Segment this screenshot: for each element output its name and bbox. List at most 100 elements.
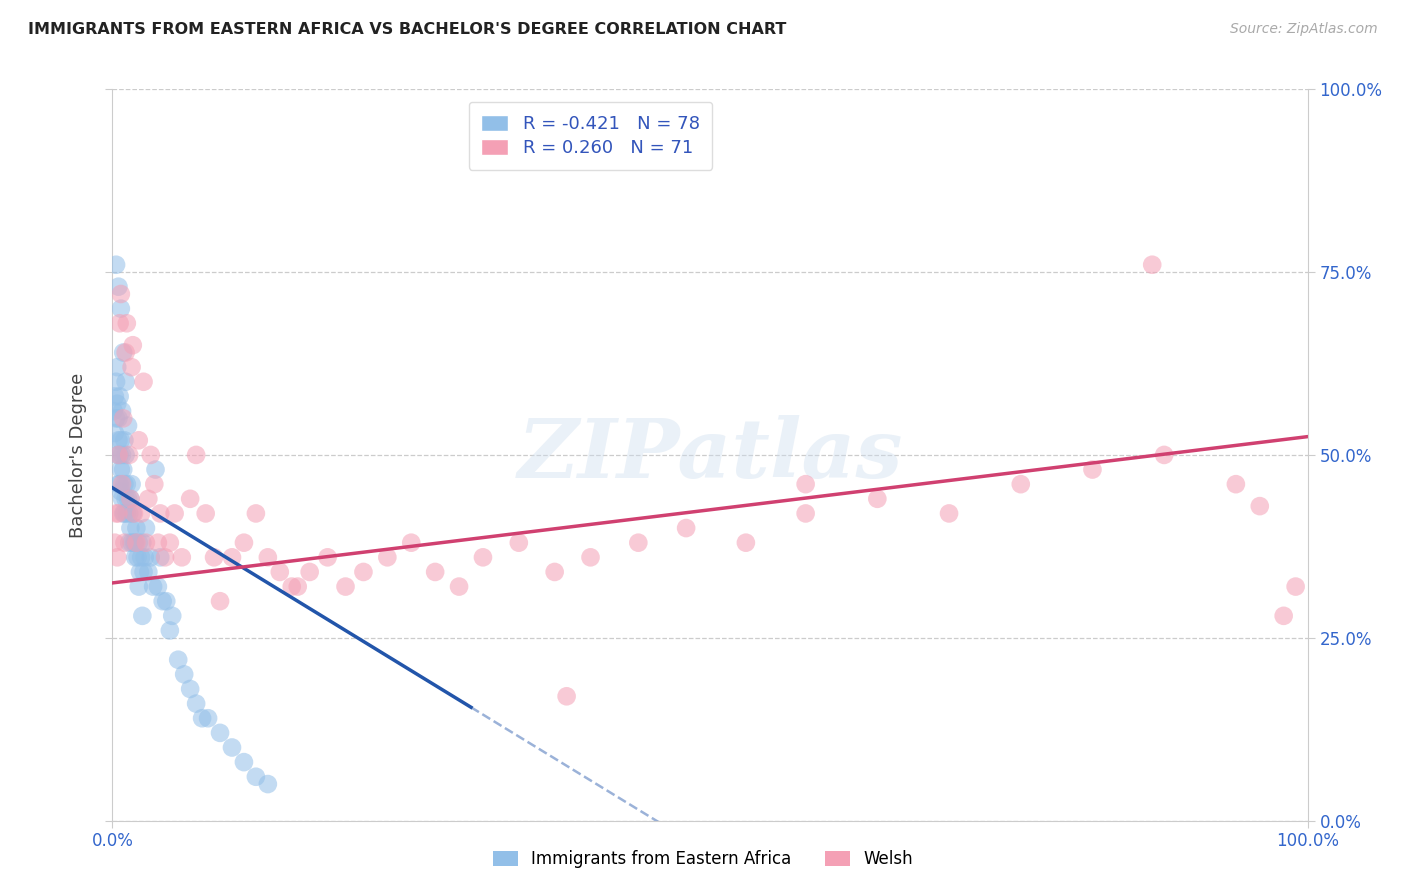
Point — [233, 755, 256, 769]
Point — [221, 550, 243, 565]
Point — [132, 565, 155, 579]
Point — [121, 338, 143, 352]
Point — [138, 565, 160, 579]
Point — [794, 507, 817, 521]
Point — [128, 434, 150, 448]
Point — [269, 565, 291, 579]
Point — [107, 434, 129, 448]
Point — [111, 477, 134, 491]
Point — [202, 550, 225, 565]
Point — [794, 477, 817, 491]
Point — [257, 777, 280, 791]
Point — [173, 667, 195, 681]
Point — [143, 477, 166, 491]
Point — [107, 411, 129, 425]
Point — [1285, 580, 1308, 594]
Point — [107, 477, 129, 491]
Text: ZIPatlas: ZIPatlas — [517, 415, 903, 495]
Point — [149, 507, 172, 521]
Point — [245, 507, 267, 521]
Point — [938, 507, 960, 521]
Point — [120, 491, 142, 506]
Point — [111, 491, 134, 506]
Point — [134, 550, 156, 565]
Point — [316, 550, 339, 565]
Point — [209, 594, 232, 608]
Point — [131, 608, 153, 623]
Point — [162, 608, 183, 623]
Point — [122, 535, 145, 549]
Point — [139, 448, 162, 462]
Point — [555, 690, 578, 704]
Point — [377, 550, 399, 565]
Point — [163, 507, 186, 521]
Point — [675, 521, 697, 535]
Point — [627, 535, 650, 549]
Point — [152, 594, 174, 608]
Point — [543, 565, 565, 579]
Point — [105, 360, 128, 375]
Point — [1272, 608, 1295, 623]
Point — [115, 507, 138, 521]
Point — [447, 580, 470, 594]
Point — [401, 535, 423, 549]
Point — [191, 711, 214, 725]
Point — [117, 418, 139, 433]
Point — [112, 462, 135, 476]
Point — [108, 448, 131, 462]
Point — [128, 580, 150, 594]
Point — [142, 580, 165, 594]
Point — [186, 448, 208, 462]
Point — [105, 507, 128, 521]
Point — [121, 477, 143, 491]
Point — [335, 580, 357, 594]
Point — [114, 491, 136, 506]
Point — [127, 550, 149, 565]
Point — [114, 535, 135, 549]
Text: IMMIGRANTS FROM EASTERN AFRICA VS BACHELOR'S DEGREE CORRELATION CHART: IMMIGRANTS FROM EASTERN AFRICA VS BACHEL… — [28, 22, 786, 37]
Point — [167, 653, 190, 667]
Point — [179, 681, 201, 696]
Point — [298, 565, 321, 579]
Point — [112, 345, 135, 359]
Point — [245, 770, 267, 784]
Point — [118, 448, 141, 462]
Point — [121, 507, 143, 521]
Point — [1249, 499, 1271, 513]
Point — [146, 580, 169, 594]
Point — [125, 521, 148, 535]
Point — [1153, 448, 1175, 462]
Point — [112, 411, 135, 425]
Point — [257, 550, 280, 565]
Point — [209, 726, 232, 740]
Point — [105, 550, 128, 565]
Point — [104, 535, 127, 549]
Point — [233, 535, 256, 549]
Point — [281, 580, 304, 594]
Point — [146, 535, 169, 549]
Point — [115, 477, 138, 491]
Point — [135, 535, 157, 549]
Point — [103, 404, 125, 418]
Legend: R = -0.421   N = 78, R = 0.260   N = 71: R = -0.421 N = 78, R = 0.260 N = 71 — [468, 102, 713, 170]
Point — [108, 316, 131, 330]
Point — [139, 550, 162, 565]
Point — [129, 507, 152, 521]
Point — [111, 448, 134, 462]
Point — [122, 507, 145, 521]
Point — [194, 507, 217, 521]
Point — [105, 258, 128, 272]
Point — [149, 550, 172, 565]
Point — [197, 711, 219, 725]
Point — [114, 375, 136, 389]
Point — [110, 301, 132, 316]
Point — [153, 550, 176, 565]
Point — [114, 507, 135, 521]
Point — [129, 550, 152, 565]
Point — [128, 535, 150, 549]
Point — [120, 491, 142, 506]
Point — [135, 521, 157, 535]
Point — [579, 550, 602, 565]
Point — [114, 345, 136, 359]
Point — [145, 462, 167, 476]
